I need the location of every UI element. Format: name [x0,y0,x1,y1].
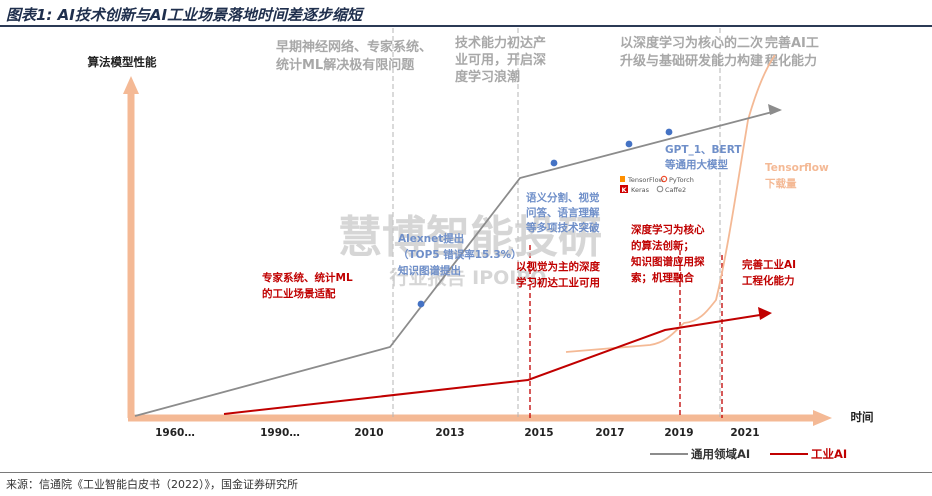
era-1-line-2: 统计ML解决极有限问题 [276,57,415,73]
caffe2-logo-text: Caffe2 [665,186,686,194]
era-2-label: 技术能力初达产 业可用，开启深 度学习浪潮 [455,35,551,85]
general-milestone-point [665,128,673,136]
semantic-line-2: 问答、语言理解 [526,206,600,219]
alexnet-line-1: Alexnet提出 [398,232,464,245]
era-2-line-2: 业可用，开启深 [455,52,546,68]
legend: 通用领域AI 工业AI [650,447,847,461]
industrial-annotation-dl-core: 深度学习为核心 的算法创新； 知识图谱应用探 索；机理融合 [631,223,708,284]
gpt-line-2: 等通用大模型 [664,158,728,171]
general-ai-line [134,109,781,417]
era-1-line-1: 早期神经网络、专家系统、 [276,39,432,55]
figure-title: 图表1: AI技术创新与AI工业场景落地时间差逐步缩短 [6,6,363,24]
engineering-line-1: 完善工业AI [742,258,796,271]
dl-core-line-1: 深度学习为核心 [631,223,705,236]
alexnet-line-2: （TOP5 错误率15.3%） [398,248,522,261]
x-tick-2019: 2019 [664,427,693,439]
engineering-line-2: 工程化能力 [742,274,795,287]
era-3-line-2: 升级与基础研发能力构建 [620,53,763,69]
x-tick-2017: 2017 [595,427,624,439]
legend-general-label: 通用领域AI [691,447,750,461]
pytorch-logo-icon [660,175,668,183]
dl-core-line-2: 的算法创新； [631,239,694,252]
caffe2-logo-icon [656,185,664,193]
tensorflow-label-line-2: 下载量 [765,177,797,190]
framework-logos: TensorFlow PyTorch K Keras Caffe2 [620,175,694,194]
era-2-line-1: 技术能力初达产 [455,35,546,51]
x-axis-arrow [813,410,832,426]
general-annotation-gpt: GPT_1、BERT 等通用大模型 [664,144,745,171]
expert-line-2: 的工业场景适配 [262,287,336,300]
era-4-label: 完善AI工 程化能力 [765,35,823,69]
general-annotation-alexnet: Alexnet提出 （TOP5 错误率15.3%） 知识图谱提出 [398,232,525,277]
x-tick-1990s: 1990… [260,427,300,439]
general-annotation-semantic: 语义分割、视觉 问答、语言理解 等多项技术突破 [525,191,603,234]
industrial-annotation-expert: 专家系统、统计ML 的工业场景适配 [262,271,356,300]
x-tick-2015: 2015 [524,427,553,439]
x-tick-1960s: 1960… [155,427,195,439]
x-tick-2013: 2013 [435,427,464,439]
era-1-label: 早期神经网络、专家系统、 统计ML解决极有限问题 [276,39,437,73]
semantic-line-3: 等多项技术突破 [525,221,600,234]
era-3-line-1: 以深度学习为核心的二次 [620,35,763,51]
industrial-ai-line [223,314,761,415]
vision-line-2: 学习初达工业可用 [516,276,600,289]
tensorflow-curve-label: Tensorflow 下载量 [765,162,832,190]
industrial-annotation-vision: 以视觉为主的深度 学习初达工业可用 [516,260,604,289]
semantic-line-1: 语义分割、视觉 [526,191,600,204]
tensorflow-label-line-1: Tensorflow [765,162,829,174]
y-axis-label: 算法模型性能 [87,55,157,69]
title-rule [0,25,932,27]
source-note: 来源：信通院《工业智能白皮书（2022）》，国金证券研究所 [6,478,298,491]
general-milestone-point [417,300,425,308]
general-ai-arrowhead [768,104,782,115]
general-milestone-point [625,140,633,148]
x-tick-2021: 2021 [730,427,759,439]
watermark-main: 慧博智能投研 [338,212,602,263]
x-tick-2010: 2010 [354,427,383,439]
source-rule [0,472,932,473]
industrial-annotation-engineering: 完善工业AI 工程化能力 [742,258,800,287]
keras-logo-letter: K [621,186,627,194]
pytorch-logo-text: PyTorch [669,176,694,184]
vision-line-1: 以视觉为主的深度 [516,260,600,273]
keras-logo-text: Keras [631,186,650,194]
dl-core-line-4: 索；机理融合 [631,271,694,284]
tensorflow-logo-text: TensorFlow [627,176,665,184]
industrial-ai-arrowhead [758,307,772,320]
era-2-line-3: 度学习浪潮 [455,69,520,85]
y-axis-arrow [123,76,139,94]
watermark-sub: 行业报告 IPOIPO [389,266,547,289]
x-axis-label: 时间 [851,410,874,424]
era-4-line-1: 完善AI工 [765,35,819,51]
gpt-line-1: GPT_1、BERT [665,144,742,156]
era-4-line-2: 程化能力 [765,53,817,69]
alexnet-line-3: 知识图谱提出 [398,264,461,277]
keras-logo-icon [620,185,628,193]
legend-industrial-label: 工业AI [811,447,847,461]
expert-line-1: 专家系统、统计ML [262,271,353,284]
tensorflow-logo-icon [620,176,625,182]
era-3-label: 以深度学习为核心的二次 升级与基础研发能力构建 [620,35,768,69]
dl-core-line-3: 知识图谱应用探 [631,255,705,268]
general-milestone-point [550,159,558,167]
